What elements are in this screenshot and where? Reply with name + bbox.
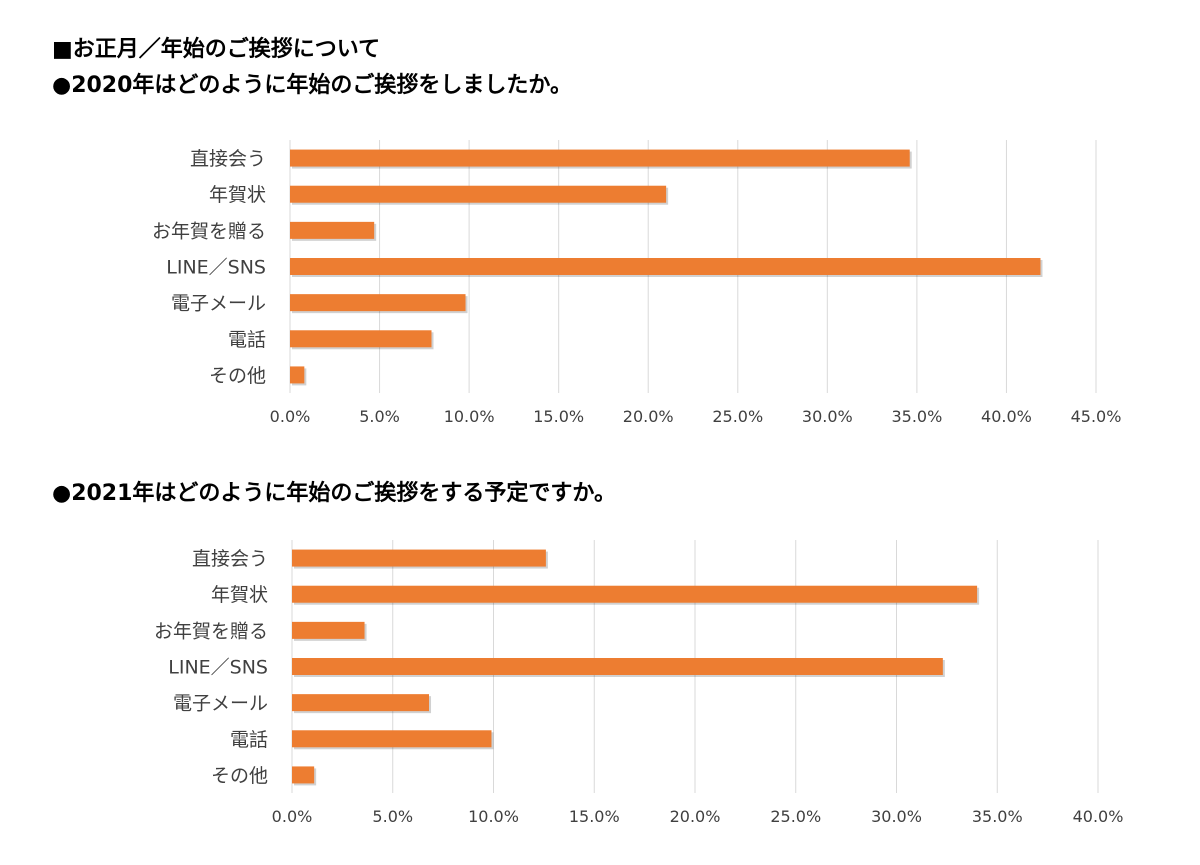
- bar: [290, 294, 466, 312]
- bar: [292, 694, 430, 712]
- x-tick-label: 5.0%: [359, 407, 400, 426]
- x-tick-label: 25.0%: [712, 407, 763, 426]
- x-tick-label: 10.0%: [468, 807, 519, 826]
- chart-2-question: ●2021年はどのように年始のご挨拶をする予定ですか。: [52, 481, 616, 506]
- category-label: 年賀状: [209, 184, 266, 206]
- category-label: 年賀状: [211, 584, 268, 606]
- category-label: 電子メール: [171, 293, 266, 315]
- x-tick-label: 20.0%: [623, 407, 674, 426]
- x-tick-label: 30.0%: [802, 407, 853, 426]
- category-label: その他: [211, 765, 268, 787]
- section-title: ■お正月／年始のご挨拶について: [52, 37, 381, 62]
- category-label: LINE／SNS: [168, 657, 268, 679]
- x-tick-label: 40.0%: [981, 407, 1032, 426]
- x-tick-label: 0.0%: [272, 807, 313, 826]
- x-tick-label: 35.0%: [972, 807, 1023, 826]
- category-label: LINE／SNS: [166, 257, 266, 279]
- x-tick-label: 25.0%: [770, 807, 821, 826]
- category-label: 電子メール: [173, 693, 268, 715]
- x-tick-label: 45.0%: [1071, 407, 1122, 426]
- bar: [290, 366, 305, 384]
- chart-2020: 0.0% 5.0% 10.0% 15.0% 20.0% 25.0% 30.0% 35.0% 40…: [152, 140, 1122, 426]
- bar: [292, 730, 492, 748]
- bar: [292, 621, 365, 639]
- category-label: 電話: [230, 729, 268, 751]
- bar: [290, 185, 667, 203]
- bar: [292, 658, 943, 675]
- category-label: その他: [209, 365, 266, 387]
- chart-1-question: ●2020年はどのように年始のご挨拶をしましたか。: [52, 73, 572, 98]
- category-label: お年賀を贈る: [154, 620, 268, 642]
- x-tick-label: 5.0%: [372, 807, 413, 826]
- x-tick-label: 30.0%: [871, 807, 922, 826]
- bar: [292, 585, 978, 603]
- x-tick-label: 35.0%: [891, 407, 942, 426]
- category-label: 直接会う: [192, 548, 268, 570]
- category-label: 直接会う: [190, 148, 266, 170]
- x-tick-label: 40.0%: [1073, 807, 1124, 826]
- x-tick-label: 10.0%: [444, 407, 495, 426]
- x-tick-label: 0.0%: [270, 407, 311, 426]
- chart-2021: 0.0% 5.0% 10.0% 15.0% 20.0% 25.0% 30.0% 35.0% 40…: [154, 540, 1124, 826]
- x-tick-label: 20.0%: [670, 807, 721, 826]
- bar: [292, 549, 546, 567]
- bar: [290, 149, 910, 167]
- category-label: お年賀を贈る: [152, 220, 266, 242]
- x-tick-label: 15.0%: [569, 807, 620, 826]
- bar: [290, 258, 1041, 275]
- bar: [292, 766, 315, 784]
- bar: [290, 330, 432, 348]
- x-tick-label: 15.0%: [533, 407, 584, 426]
- bar: [290, 221, 375, 239]
- category-label: 電話: [228, 329, 266, 351]
